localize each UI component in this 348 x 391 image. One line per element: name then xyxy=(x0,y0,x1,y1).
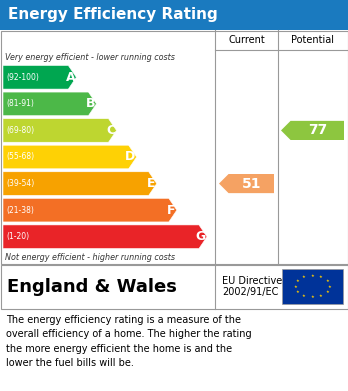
Text: ★: ★ xyxy=(325,290,329,294)
Text: F: F xyxy=(167,204,176,217)
Text: The energy efficiency rating is a measure of the
overall efficiency of a home. T: The energy efficiency rating is a measur… xyxy=(6,315,252,368)
Polygon shape xyxy=(3,92,96,116)
Text: 2002/91/EC: 2002/91/EC xyxy=(222,287,278,296)
Text: England & Wales: England & Wales xyxy=(7,278,177,296)
Text: EU Directive: EU Directive xyxy=(222,276,282,287)
Text: Energy Efficiency Rating: Energy Efficiency Rating xyxy=(8,7,218,23)
Polygon shape xyxy=(3,198,177,222)
Bar xyxy=(0,0,348,30)
Text: (81-91): (81-91) xyxy=(6,99,34,108)
Text: ★: ★ xyxy=(319,275,323,280)
Polygon shape xyxy=(3,172,157,196)
Text: Very energy efficient - lower running costs: Very energy efficient - lower running co… xyxy=(5,52,175,61)
Text: (21-38): (21-38) xyxy=(6,206,34,215)
Text: (39-54): (39-54) xyxy=(6,179,34,188)
Text: (55-68): (55-68) xyxy=(6,152,34,161)
Bar xyxy=(0,30,348,264)
Text: A: A xyxy=(66,71,75,84)
Text: Potential: Potential xyxy=(292,35,334,45)
Text: Current: Current xyxy=(228,35,265,45)
Text: ★: ★ xyxy=(294,285,297,289)
Text: D: D xyxy=(125,151,136,163)
Text: ★: ★ xyxy=(311,274,314,278)
Bar xyxy=(0,264,348,309)
Text: 51: 51 xyxy=(242,177,261,190)
Text: 77: 77 xyxy=(308,124,327,137)
Text: E: E xyxy=(147,177,156,190)
Text: B: B xyxy=(86,97,95,110)
Polygon shape xyxy=(219,174,274,193)
Text: (69-80): (69-80) xyxy=(6,126,34,135)
Text: G: G xyxy=(196,230,206,243)
Text: ★: ★ xyxy=(296,290,300,294)
Text: ★: ★ xyxy=(296,279,300,283)
Polygon shape xyxy=(281,121,344,140)
Bar xyxy=(282,269,343,304)
Text: ★: ★ xyxy=(302,294,306,298)
Text: ★: ★ xyxy=(319,294,323,298)
Text: Not energy efficient - higher running costs: Not energy efficient - higher running co… xyxy=(5,253,175,262)
Polygon shape xyxy=(3,225,207,249)
Text: ★: ★ xyxy=(328,285,331,289)
Text: C: C xyxy=(106,124,116,137)
Polygon shape xyxy=(3,66,76,89)
Polygon shape xyxy=(3,118,117,142)
Text: ★: ★ xyxy=(302,275,306,280)
Text: (1-20): (1-20) xyxy=(6,232,29,241)
Text: ★: ★ xyxy=(325,279,329,283)
Text: ★: ★ xyxy=(311,295,314,299)
Polygon shape xyxy=(3,145,137,169)
Text: (92-100): (92-100) xyxy=(6,73,39,82)
